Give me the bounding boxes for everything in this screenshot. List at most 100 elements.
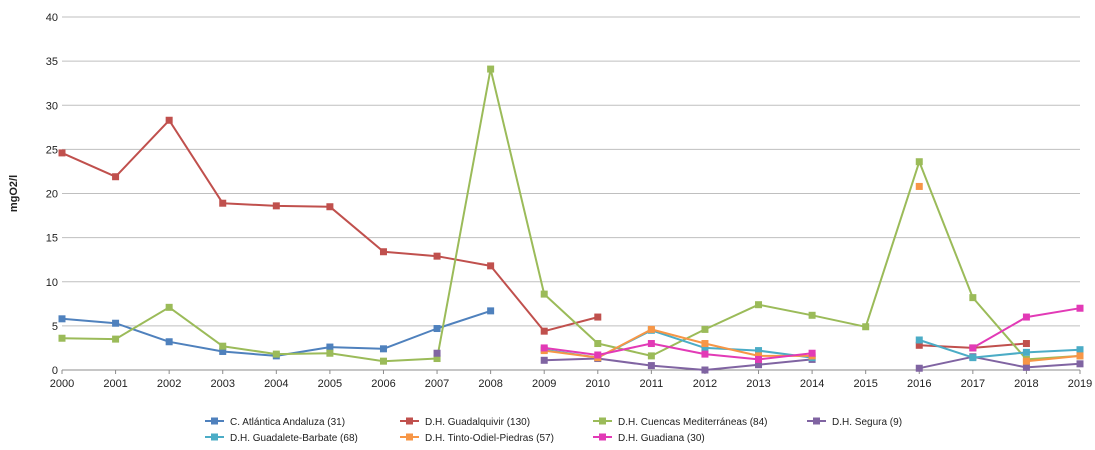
data-point-marker	[272, 350, 280, 358]
data-point-marker	[540, 344, 548, 352]
data-point-marker	[272, 202, 280, 210]
x-tick-label: 2001	[103, 378, 127, 390]
legend-label: C. Atlántica Andaluza (31)	[230, 417, 345, 428]
data-point-marker	[58, 315, 66, 323]
data-point-marker	[969, 294, 977, 302]
legend-label: D.H. Guadalete-Barbate (68)	[230, 433, 358, 444]
series-line	[919, 355, 1081, 370]
data-point-marker	[326, 349, 334, 357]
data-point-marker	[647, 340, 655, 348]
series-group	[540, 304, 1084, 363]
series-line	[544, 342, 813, 361]
y-tick-label: 30	[46, 100, 58, 112]
data-point-marker	[540, 356, 548, 364]
x-tick-label: 2017	[961, 378, 985, 390]
data-point-marker	[433, 325, 441, 333]
y-tick-label: 20	[46, 189, 58, 201]
data-point-marker	[1076, 352, 1084, 360]
data-point-marker	[915, 182, 923, 190]
data-point-marker	[487, 262, 495, 270]
data-point-marker	[326, 343, 334, 351]
data-point-marker	[755, 301, 763, 309]
legend-marker-swatch	[599, 433, 606, 441]
y-tick-label: 35	[46, 56, 58, 68]
x-tick-label: 2019	[1068, 378, 1092, 390]
data-point-marker	[701, 325, 709, 333]
x-tick-label: 2011	[640, 378, 664, 390]
data-point-marker	[755, 352, 763, 360]
data-point-marker	[58, 334, 66, 342]
data-point-marker	[1076, 304, 1084, 312]
data-point-marker	[915, 341, 923, 349]
series-line	[61, 119, 599, 333]
data-point-marker	[58, 149, 66, 157]
data-point-marker	[808, 311, 816, 319]
data-point-marker	[379, 248, 387, 256]
x-tick-label: 2000	[50, 378, 74, 390]
data-point-marker	[487, 65, 495, 73]
y-tick-label: 40	[46, 12, 58, 24]
series-group	[58, 116, 1030, 352]
data-point-marker	[647, 325, 655, 333]
data-point-marker	[647, 352, 655, 360]
data-point-marker	[1022, 313, 1030, 321]
data-point-marker	[647, 362, 655, 370]
data-point-marker	[915, 336, 923, 344]
legend-marker-swatch	[406, 417, 413, 425]
data-point-marker	[701, 350, 709, 358]
data-point-marker	[219, 342, 227, 350]
data-point-marker	[755, 347, 763, 355]
legend-label: D.H. Guadiana (30)	[618, 433, 705, 444]
x-tick-label: 2012	[693, 378, 717, 390]
legend-label: D.H. Tinto-Odiel-Piedras (57)	[425, 433, 554, 444]
data-point-marker	[862, 323, 870, 331]
x-tick-label: 2004	[264, 378, 288, 390]
data-point-marker	[755, 361, 763, 369]
legend-marker-swatch	[211, 417, 218, 425]
data-point-marker	[540, 290, 548, 298]
series-group	[540, 182, 1084, 365]
legend-marker-swatch	[813, 417, 820, 425]
data-point-marker	[701, 366, 709, 374]
y-axis-label: mgO2/l	[8, 175, 20, 212]
data-point-marker	[1022, 357, 1030, 365]
x-tick-label: 2016	[907, 378, 931, 390]
x-tick-label: 2015	[853, 378, 877, 390]
y-tick-label: 5	[52, 321, 58, 333]
x-tick-label: 2010	[586, 378, 610, 390]
y-tick-label: 25	[46, 144, 58, 156]
data-point-marker	[379, 357, 387, 365]
x-tick-label: 2014	[800, 378, 824, 390]
data-point-marker	[701, 344, 709, 352]
data-point-marker	[1022, 348, 1030, 356]
series-lines	[58, 65, 1084, 374]
y-tick-label: 0	[52, 365, 58, 377]
data-point-marker	[915, 158, 923, 166]
data-point-marker	[219, 199, 227, 207]
data-point-marker	[808, 349, 816, 357]
data-point-marker	[1022, 340, 1030, 348]
data-point-marker	[112, 173, 120, 181]
data-point-marker	[755, 355, 763, 363]
data-point-marker	[1022, 363, 1030, 371]
data-point-marker	[594, 313, 602, 321]
legend: C. Atlántica Andaluza (31) D.H. Guadalqui…	[205, 417, 902, 444]
data-point-marker	[165, 116, 173, 124]
data-point-marker	[433, 252, 441, 260]
legend-label: D.H. Guadalquivir (130)	[425, 417, 530, 428]
series-group	[58, 65, 1084, 365]
series-line	[918, 339, 1081, 359]
data-point-marker	[594, 351, 602, 359]
data-point-marker	[540, 327, 548, 335]
axes: 0 5 10 15 20 25 30 35 40 2000 2001 2002 2003 2004 2005…	[46, 12, 1092, 390]
legend-marker-swatch	[599, 417, 606, 425]
series-line	[61, 68, 1081, 363]
series-line	[544, 328, 813, 359]
grid-lines	[62, 16, 1080, 327]
data-point-marker	[969, 354, 977, 362]
y-tick-label: 15	[46, 233, 58, 245]
x-tick-label: 2009	[532, 378, 556, 390]
data-point-marker	[165, 338, 173, 346]
legend-label: D.H. Cuencas Mediterráneas (84)	[618, 417, 768, 428]
